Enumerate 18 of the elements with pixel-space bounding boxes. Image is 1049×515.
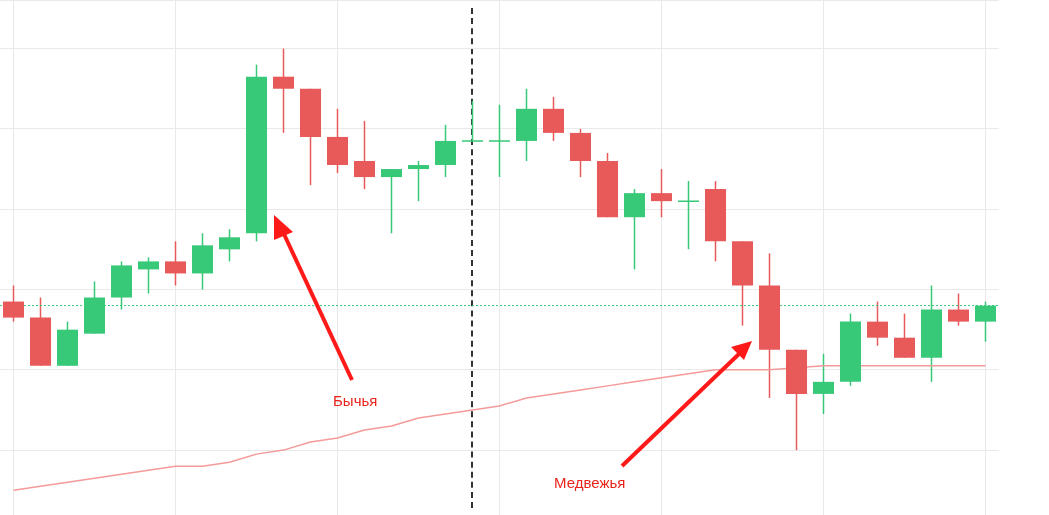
candlestick (2, 284, 25, 323)
candlestick (137, 256, 160, 295)
annotation: Бычья (333, 392, 378, 409)
candlestick (407, 160, 430, 202)
candlestick (380, 168, 403, 235)
candlestick (677, 180, 700, 251)
candlestick (272, 47, 295, 134)
candlestick (893, 312, 916, 359)
candlestick (866, 300, 889, 347)
candlestick (650, 168, 673, 218)
candlestick (947, 292, 970, 327)
candlestick (164, 240, 187, 287)
candlestick (488, 104, 511, 178)
candlestick (353, 120, 376, 190)
candlestick (461, 100, 484, 142)
candlestick (812, 353, 835, 415)
candlestick (218, 228, 241, 263)
text: Медвежья (554, 474, 626, 491)
